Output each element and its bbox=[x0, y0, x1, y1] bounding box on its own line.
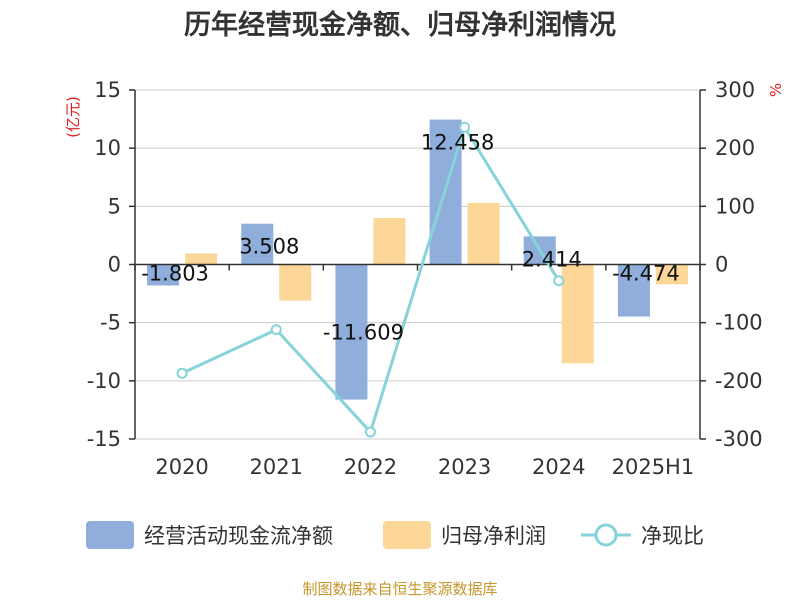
bar-profit bbox=[279, 264, 312, 301]
legend-label-cashflow: 经营活动现金流净额 bbox=[144, 524, 333, 548]
bar-profit bbox=[373, 217, 406, 265]
right-tick-label: 200 bbox=[715, 136, 755, 160]
legend-swatch-cashflow bbox=[86, 521, 134, 549]
left-tick-label: -5 bbox=[100, 311, 121, 335]
right-tick-label: 100 bbox=[715, 194, 755, 218]
legend-item-profit[interactable]: 归母净利润 bbox=[383, 521, 546, 549]
data-label-cashflow: 12.458 bbox=[421, 131, 494, 155]
left-tick-label: -15 bbox=[87, 427, 121, 451]
bar-profit bbox=[467, 202, 500, 265]
left-tick-label: -10 bbox=[87, 369, 121, 393]
legend-swatch-profit bbox=[383, 521, 431, 549]
bar-cashflow bbox=[147, 264, 180, 286]
source-note: 制图数据来自恒生聚源数据库 bbox=[302, 580, 497, 598]
chart-title: 历年经营现金净额、归母净利润情况 bbox=[184, 9, 616, 41]
ratio-point bbox=[459, 121, 471, 133]
left-tick-label: 0 bbox=[108, 253, 121, 277]
bars bbox=[147, 119, 688, 400]
data-label-cashflow: -4.474 bbox=[612, 262, 680, 286]
x-tick-label: 2025H1 bbox=[612, 455, 695, 479]
line-series bbox=[176, 121, 565, 438]
data-label-cashflow: -1.803 bbox=[141, 262, 209, 286]
left-axis-ticks: 15 10 5 0 -5 -10 -15 bbox=[87, 78, 135, 451]
bar-cashflow bbox=[335, 264, 368, 400]
x-tick-label: 2024 bbox=[532, 455, 585, 479]
gridlines bbox=[135, 89, 700, 440]
ratio-line bbox=[181, 123, 561, 435]
ratio-point bbox=[553, 275, 565, 287]
bar-profit bbox=[655, 264, 688, 285]
left-tick-label: 10 bbox=[94, 136, 121, 160]
ratio-point bbox=[176, 367, 188, 379]
x-tick-label: 2021 bbox=[250, 455, 303, 479]
data-label-cashflow: 3.508 bbox=[239, 235, 299, 259]
bar-cashflow bbox=[617, 264, 650, 317]
left-tick-label: 15 bbox=[94, 78, 121, 102]
left-tick-label: 5 bbox=[108, 194, 121, 218]
bar-profit bbox=[561, 264, 594, 364]
legend-label-profit: 归母净利润 bbox=[441, 524, 546, 548]
legend-marker-ratio bbox=[594, 523, 618, 547]
left-axis-unit: (亿元) bbox=[64, 96, 82, 138]
bar-profit bbox=[185, 253, 218, 265]
data-label-cashflow: 2.414 bbox=[522, 247, 582, 271]
data-labels: -1.803 3.508 -11.609 12.458 2.414 -4.474 bbox=[141, 131, 680, 345]
x-tick-label: 2022 bbox=[344, 455, 397, 479]
x-tick-label: 2020 bbox=[155, 455, 208, 479]
legend-label-ratio: 净现比 bbox=[641, 524, 704, 548]
data-label-cashflow: -11.609 bbox=[323, 321, 404, 345]
x-axis-ticks: 2020 2021 2022 2023 2024 2025H1 bbox=[155, 455, 694, 479]
ratio-point bbox=[364, 426, 376, 438]
ratio-point bbox=[270, 324, 282, 336]
right-tick-label: 0 bbox=[715, 253, 728, 277]
bar-cashflow bbox=[241, 223, 274, 265]
right-axis-ticks: 300 200 100 0 -100 -200 -300 bbox=[700, 78, 763, 451]
legend-item-cashflow[interactable]: 经营活动现金流净额 bbox=[86, 521, 333, 549]
right-tick-label: -100 bbox=[715, 311, 763, 335]
right-tick-label: 300 bbox=[715, 78, 755, 102]
legend: 经营活动现金流净额 归母净利润 净现比 bbox=[86, 521, 704, 549]
legend-item-ratio[interactable]: 净现比 bbox=[581, 523, 704, 548]
right-tick-label: -200 bbox=[715, 369, 763, 393]
x-tick-label: 2023 bbox=[438, 455, 491, 479]
right-axis-unit: % bbox=[767, 83, 785, 97]
right-tick-label: -300 bbox=[715, 427, 763, 451]
